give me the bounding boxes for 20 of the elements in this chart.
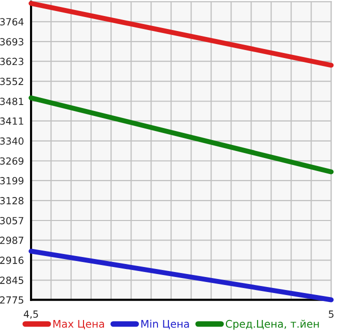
y-tick-label: 3623	[0, 58, 24, 66]
legend-label: Max Цена	[53, 320, 104, 330]
y-tick-label: 3199	[0, 177, 24, 184]
y-tick-label: 3693	[0, 38, 24, 46]
y-tick-label: 2916	[0, 256, 24, 264]
y-tick-label: 3340	[0, 137, 24, 145]
legend-label: Min Цена	[141, 320, 189, 330]
y-tick-label: 2775	[0, 296, 24, 304]
y-tick-label: 3128	[0, 197, 24, 204]
y-tick-label: 2987	[0, 236, 24, 244]
y-tick-label: 3481	[0, 98, 24, 106]
y-tick-label: 2845	[0, 276, 24, 284]
y-tick-label: 3552	[0, 78, 24, 86]
legend-label: Сред.Цена, т.йен	[226, 320, 319, 330]
y-tick-label: 3269	[0, 157, 24, 165]
y-tick-label: 3057	[0, 216, 24, 224]
x-tick-label: 5	[328, 310, 334, 318]
y-tick-label: 3764	[0, 18, 24, 26]
y-tick-label: 3411	[0, 117, 24, 125]
x-tick-label: 4,5	[24, 310, 38, 319]
